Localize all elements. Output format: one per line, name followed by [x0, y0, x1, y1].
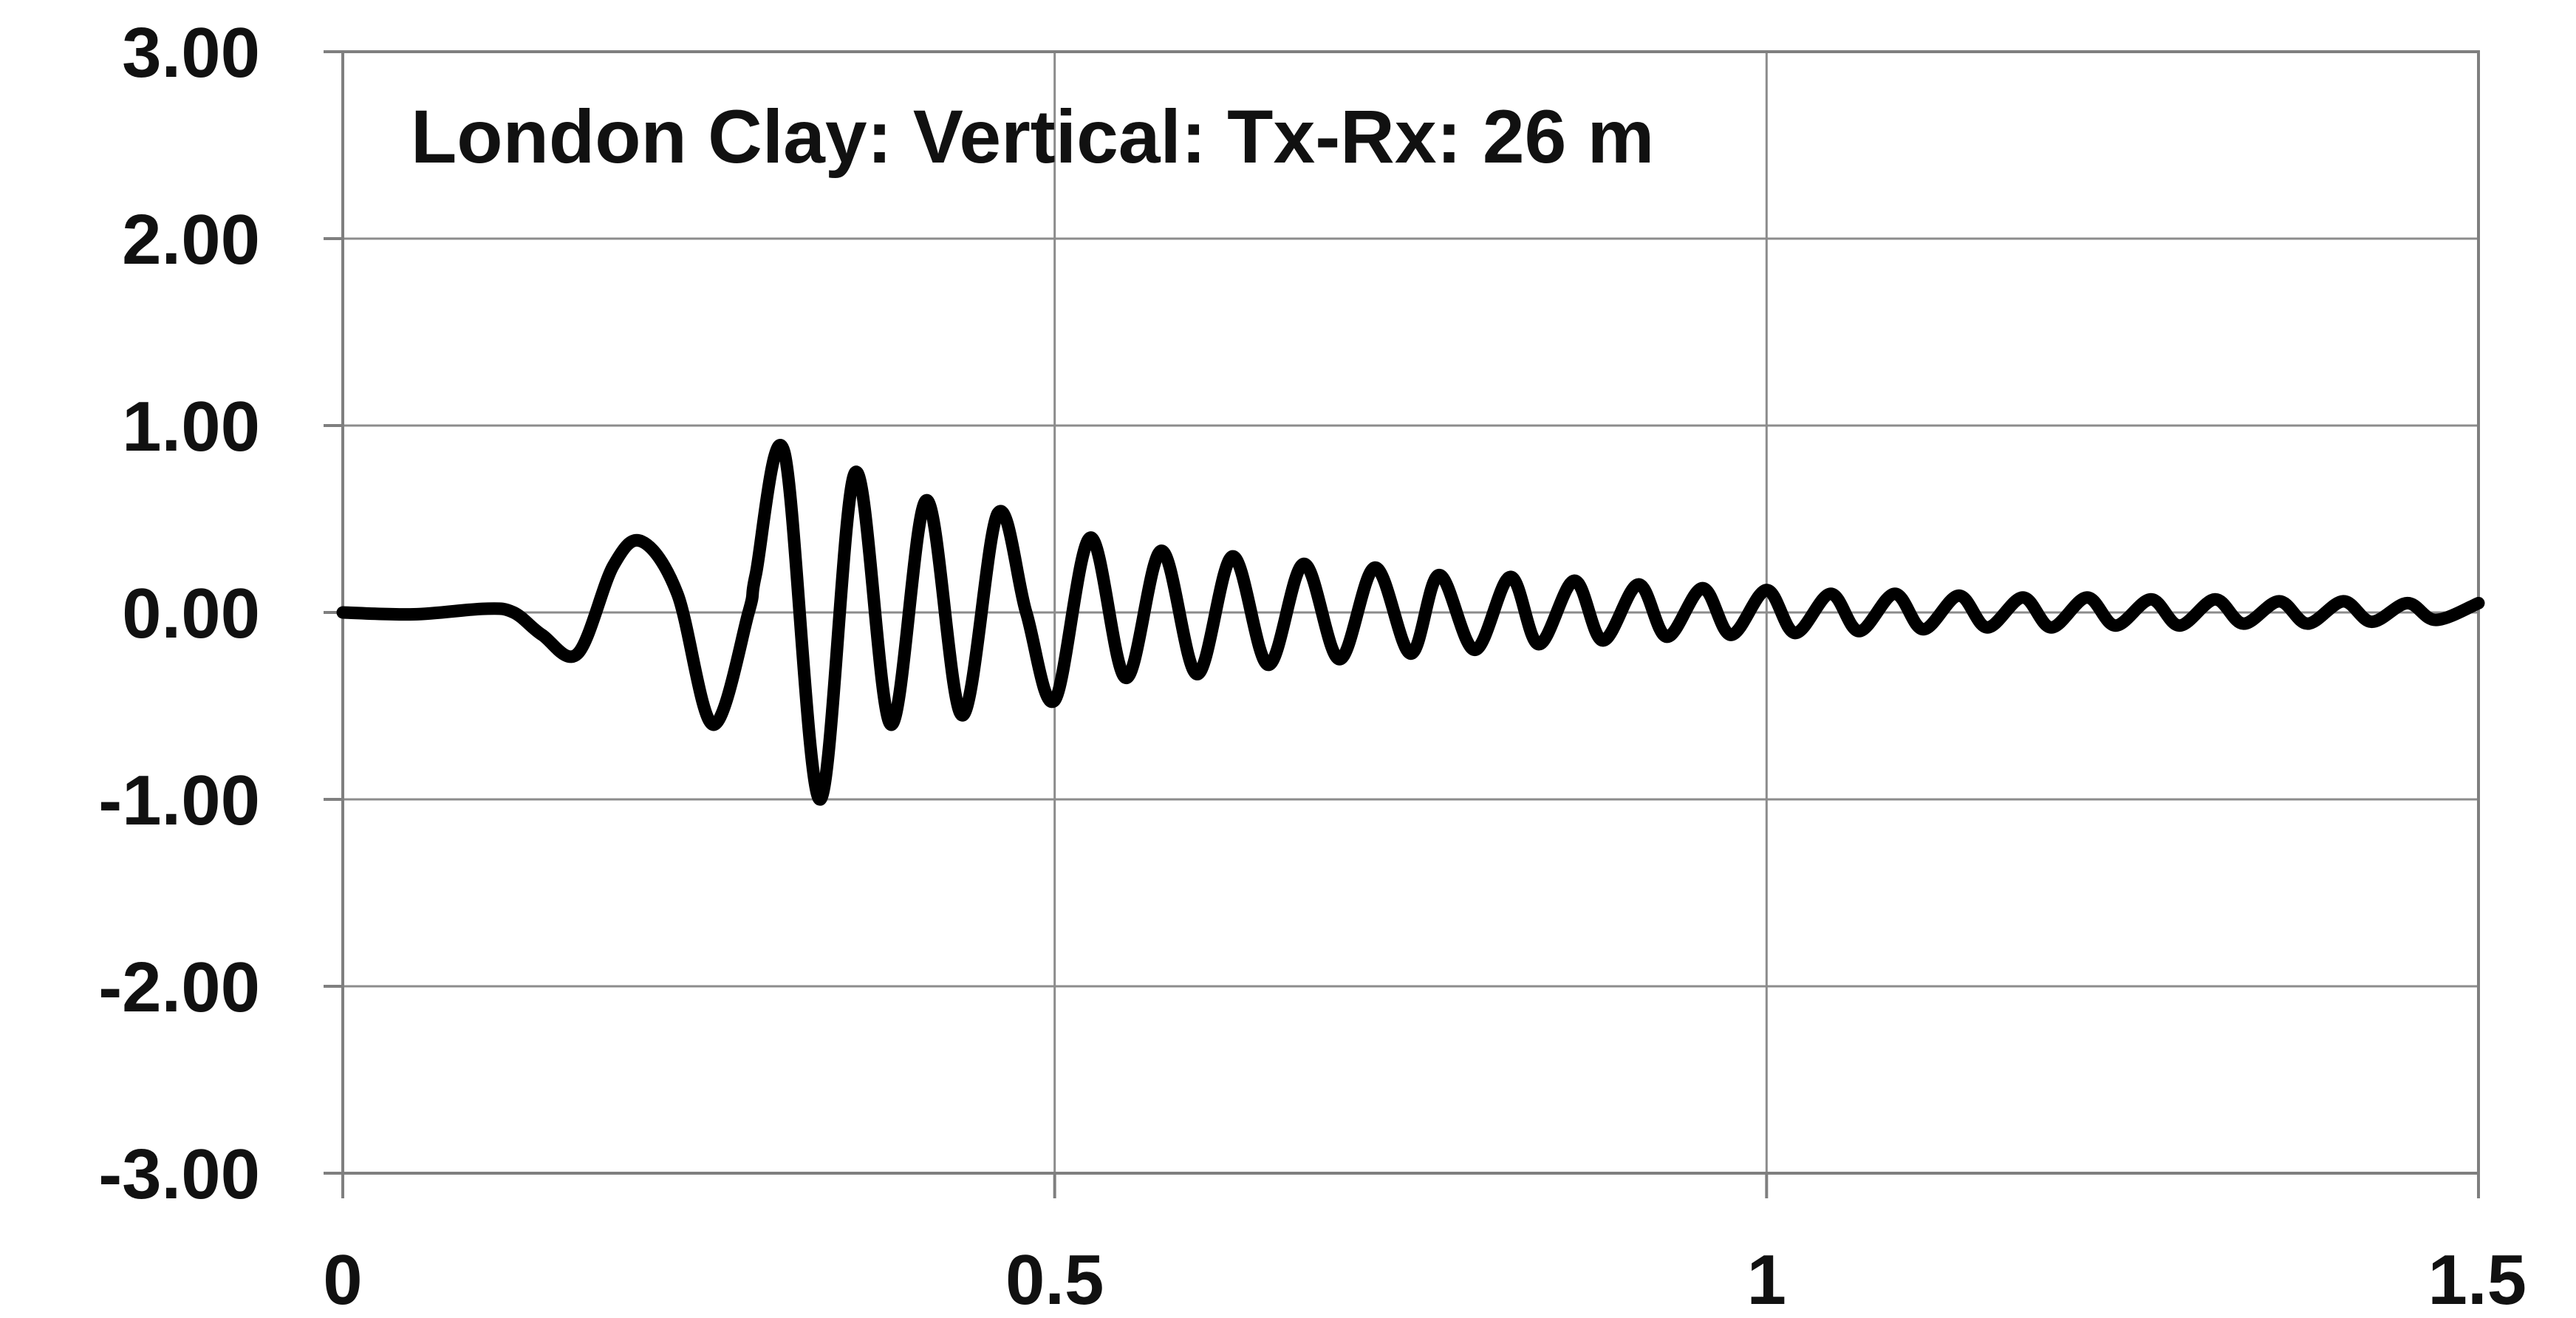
y-tick-label: 1.00: [122, 387, 260, 466]
x-tick-label: 0.5: [1005, 1240, 1104, 1318]
chart-title: London Clay: Vertical: Tx-Rx: 26 m: [411, 95, 1654, 179]
y-tick-label: 0.00: [122, 574, 260, 653]
y-tick-label: 2.00: [122, 200, 260, 279]
y-tick-label: -3.00: [98, 1135, 260, 1214]
x-axis-labels: 0 0.5 1 1.5: [323, 1240, 2527, 1318]
x-tick-label: 0: [323, 1240, 362, 1318]
series-group: [336, 439, 2485, 806]
y-tick-label: -1.00: [98, 761, 260, 840]
grid-lines: [343, 52, 2478, 1173]
y-tick-label: 3.00: [122, 13, 260, 92]
x-tick-label: 1: [1747, 1240, 1786, 1318]
y-tick-label: -2.00: [98, 948, 260, 1027]
y-axis-labels: 3.00 2.00 1.00 0.00 -1.00 -2.00 -3.00: [98, 13, 260, 1214]
x-axis-ticks: [324, 50, 2480, 1198]
x-tick-label: 1.5: [2428, 1240, 2527, 1318]
series-line: [336, 439, 2485, 806]
